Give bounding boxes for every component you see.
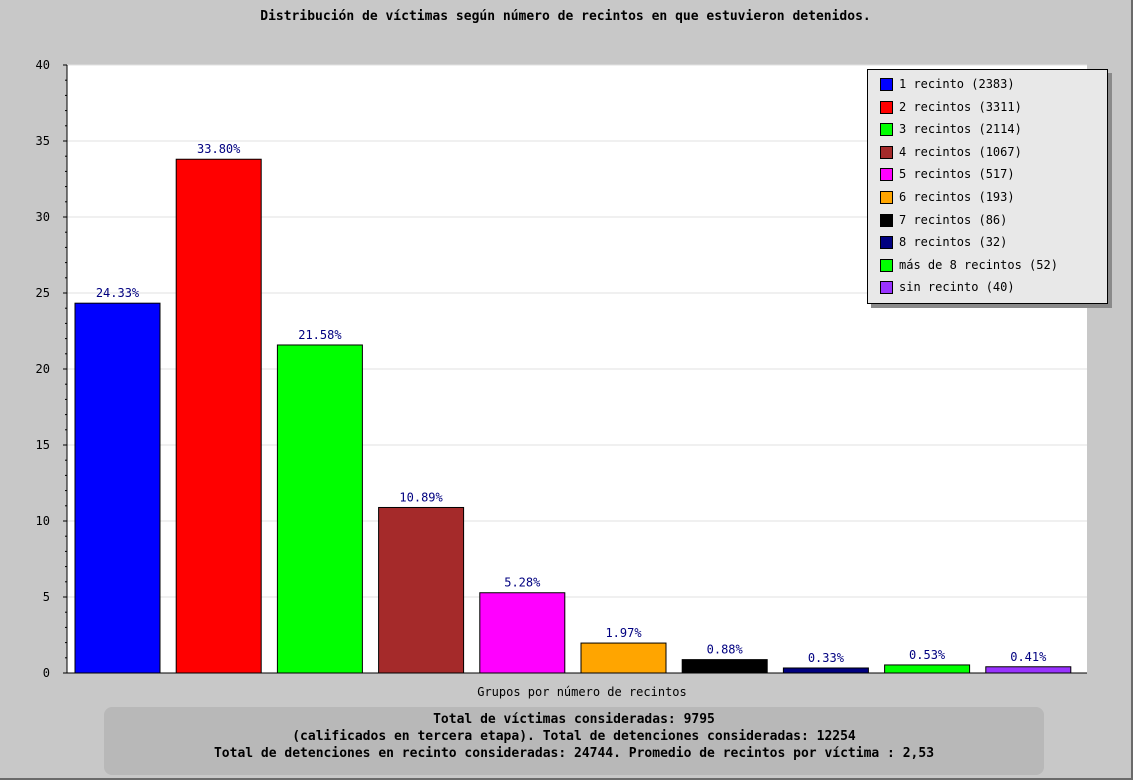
summary-total-victims: Total de víctimas consideradas: 9795 — [433, 712, 715, 727]
legend-label: 8 recintos (32) — [899, 235, 1008, 250]
legend-label: 5 recintos (517) — [899, 167, 1015, 182]
y-tick-label: 15 — [36, 438, 50, 452]
legend-label: 1 recinto (2383) — [899, 77, 1015, 91]
legend-swatch — [880, 168, 893, 182]
legend-label: más de 8 recintos (52) — [899, 257, 1058, 272]
y-tick-label: 10 — [36, 514, 50, 528]
data-label: 5.28% — [504, 576, 541, 590]
x-axis-label: Grupos por número de recintos — [477, 685, 687, 699]
legend-label: 7 recintos (86) — [899, 212, 1008, 227]
y-tick-label: 0 — [43, 666, 50, 680]
legend-swatch — [880, 258, 893, 272]
data-label: 1.97% — [605, 626, 642, 640]
data-label: 0.88% — [707, 643, 744, 657]
bar-5 — [479, 592, 566, 674]
plot-area: 0 5 10 15 20 25 30 35 40 24.33% 33.80% 21.58% 10.89%… — [36, 58, 1087, 699]
legend-swatch — [880, 236, 893, 250]
y-tick-label: 35 — [36, 134, 50, 148]
bar-2 — [175, 158, 262, 674]
chart-title: Distribución de víctimas según número de… — [260, 9, 871, 24]
legend-label: 2 recintos (3311) — [899, 99, 1022, 114]
y-tick-label: 5 — [43, 590, 50, 604]
legend-label: 3 recintos (2114) — [899, 122, 1022, 137]
summary-box: Total de víctimas consideradas: 9795 (ca… — [104, 707, 1044, 775]
data-label: 0.41% — [1010, 650, 1047, 664]
bar-6 — [580, 642, 667, 674]
data-label: 10.89% — [399, 490, 443, 504]
y-tick-label: 40 — [36, 58, 50, 72]
legend-swatch — [880, 281, 893, 295]
legend-label: 4 recintos (1067) — [899, 144, 1022, 159]
legend-swatch — [880, 100, 893, 114]
y-tick-label: 20 — [36, 362, 50, 376]
legend-label: 6 recintos (193) — [899, 190, 1015, 204]
bar-7 — [681, 659, 768, 674]
legend-swatch — [880, 191, 893, 204]
legend-swatch — [880, 78, 893, 91]
data-label: 33.80% — [197, 142, 241, 156]
chart-legend: 1 recinto (2383) 2 recintos (3311) 3 recin… — [867, 69, 1108, 304]
summary-detentions: (calificados en tercera etapa). Total de… — [292, 729, 856, 744]
bar-9 — [884, 664, 971, 674]
data-label: 24.33% — [96, 286, 140, 300]
legend-label: sin recinto (40) — [899, 280, 1015, 295]
summary-average: Total de detenciones en recinto consider… — [213, 746, 935, 761]
bar-4 — [378, 506, 465, 674]
legend-swatch — [880, 213, 893, 227]
bar-1 — [74, 302, 161, 674]
bar-8 — [782, 667, 869, 674]
legend-swatch — [880, 123, 893, 137]
bar-3 — [276, 344, 363, 674]
y-tick-label: 30 — [36, 210, 50, 224]
legend-swatch — [880, 145, 893, 159]
data-label: 21.58% — [298, 328, 342, 342]
y-tick-label: 25 — [36, 286, 50, 300]
data-label: 0.33% — [808, 651, 845, 665]
bar-10 — [985, 666, 1072, 674]
data-label: 0.53% — [909, 648, 946, 662]
